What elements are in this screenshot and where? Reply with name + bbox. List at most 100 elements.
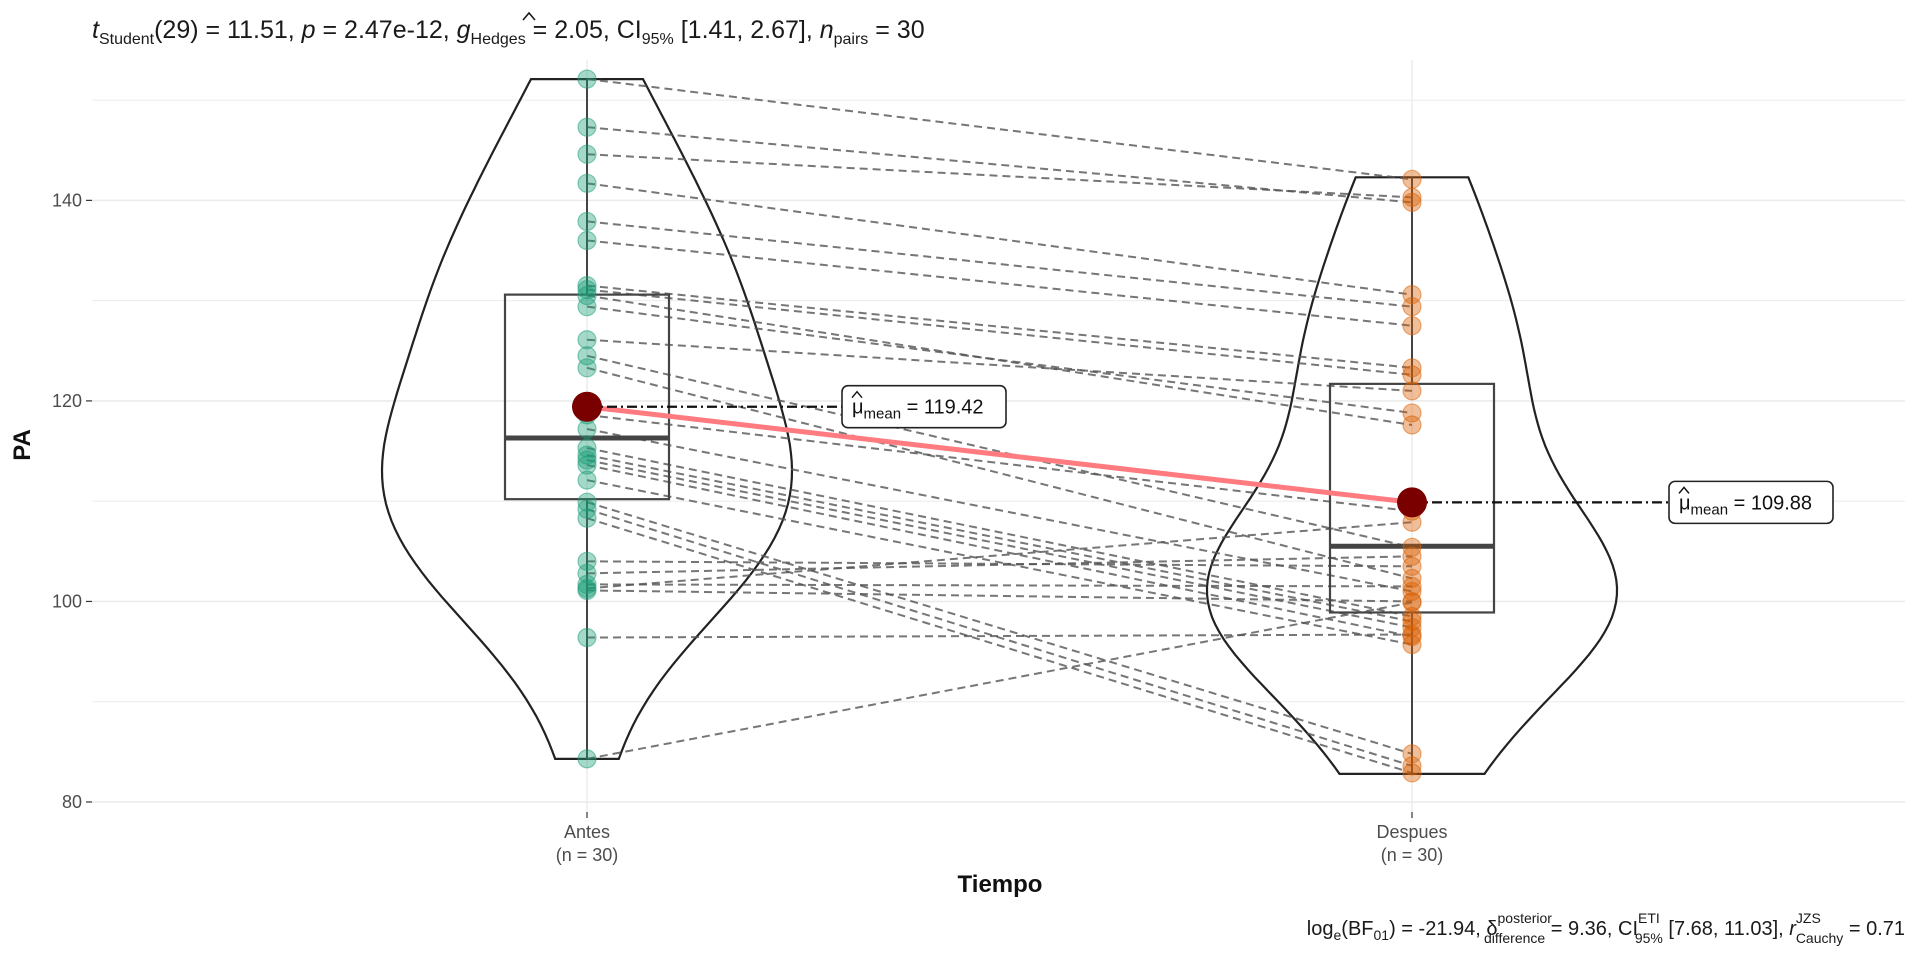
data-point bbox=[577, 574, 597, 594]
paired-line bbox=[586, 555, 1413, 575]
y-tick-label: 120 bbox=[52, 391, 82, 411]
paired-line bbox=[586, 601, 1413, 760]
paired-line bbox=[586, 153, 1413, 199]
data-point bbox=[1402, 576, 1422, 597]
data-point bbox=[577, 470, 597, 490]
data-point bbox=[577, 627, 597, 648]
data-point bbox=[577, 211, 597, 232]
chart-subtitle: tStudent(29) = 11.51, p = 2.47e-12, gHed… bbox=[92, 16, 925, 48]
data-point bbox=[1402, 381, 1422, 401]
mean-label-text: μmean = 119.42 bbox=[852, 397, 984, 423]
paired-line bbox=[586, 354, 1413, 549]
mean-marker-despues bbox=[1397, 487, 1427, 518]
paired-line bbox=[586, 589, 1413, 603]
paired-line bbox=[586, 338, 1413, 392]
violin-despues bbox=[1205, 176, 1619, 775]
x-tick-count-antes: (n = 30) bbox=[556, 845, 619, 865]
mean-connector bbox=[586, 404, 1413, 505]
paired-line bbox=[586, 583, 1413, 588]
data-point bbox=[1402, 403, 1422, 423]
paired-line bbox=[586, 305, 1413, 414]
chart-caption: loge(BF01) = -21.94, δposterior differenc… bbox=[1307, 910, 1905, 946]
mean-marker-antes bbox=[572, 391, 602, 422]
data-point bbox=[1402, 546, 1422, 566]
data-point bbox=[1402, 365, 1422, 385]
mean-label-box bbox=[1668, 480, 1834, 525]
mu-hat-mark bbox=[851, 390, 863, 399]
paired-line bbox=[586, 454, 1413, 623]
y-tick-label: 80 bbox=[62, 792, 82, 812]
paired-line bbox=[586, 479, 1413, 646]
mean-label-box bbox=[841, 384, 1007, 429]
data-point bbox=[577, 749, 597, 769]
data-point bbox=[1402, 763, 1422, 783]
paired-line bbox=[586, 284, 1413, 369]
paired-line bbox=[586, 428, 1413, 593]
data-point bbox=[1402, 756, 1422, 776]
paired-line bbox=[586, 239, 1413, 327]
data-point bbox=[577, 230, 597, 251]
data-point bbox=[1402, 611, 1422, 632]
mean-label-text: μmean = 109.88 bbox=[1679, 492, 1812, 518]
data-point bbox=[577, 563, 597, 583]
paired-line bbox=[586, 508, 1413, 767]
data-point bbox=[577, 69, 597, 89]
y-axis-title: PA bbox=[9, 429, 36, 461]
paired-line bbox=[586, 366, 1413, 580]
data-point bbox=[577, 580, 597, 601]
mean-label-antes: μmean = 119.42 bbox=[841, 384, 1007, 429]
paired-line bbox=[586, 633, 1413, 639]
data-point bbox=[1402, 169, 1422, 189]
data-point bbox=[1402, 297, 1422, 317]
paired-line bbox=[586, 413, 1413, 513]
mean-label-despues: μmean = 109.88 bbox=[1668, 480, 1834, 525]
data-point bbox=[577, 297, 597, 317]
violins bbox=[380, 78, 1619, 775]
violin-antes bbox=[380, 78, 794, 760]
y-axis: 80 100 120 140 bbox=[52, 190, 92, 812]
gridlines bbox=[92, 60, 1905, 812]
y-tick-label: 100 bbox=[52, 591, 82, 611]
data-point bbox=[1402, 624, 1422, 645]
data-point bbox=[577, 286, 597, 306]
paired-line bbox=[586, 78, 1413, 181]
paired-line bbox=[586, 220, 1413, 308]
paired-line bbox=[586, 294, 1413, 426]
paired-line bbox=[586, 521, 1413, 590]
x-axis-title: Tiempo bbox=[958, 871, 1043, 898]
paired-line bbox=[586, 517, 1413, 774]
data-point bbox=[577, 117, 597, 137]
data-point bbox=[577, 358, 597, 378]
mu-hat-mark bbox=[1678, 486, 1690, 494]
paired-lines bbox=[586, 78, 1413, 774]
data-point bbox=[1402, 592, 1422, 613]
data-point bbox=[1402, 358, 1422, 378]
paired-line bbox=[586, 501, 1413, 755]
data-point bbox=[1402, 634, 1422, 655]
data-point bbox=[1402, 187, 1422, 207]
data-point bbox=[577, 455, 597, 475]
x-tick-count-despues: (n = 30) bbox=[1381, 845, 1444, 865]
g-hat-mark bbox=[522, 11, 536, 21]
x-tick-label-despues: Despues bbox=[1376, 822, 1447, 842]
data-point bbox=[577, 445, 597, 465]
means: μmean = 119.42 μmean = 109.88 bbox=[572, 384, 1834, 525]
data-point bbox=[1402, 192, 1422, 212]
data-point bbox=[577, 330, 597, 350]
x-tick-label-antes: Antes bbox=[564, 822, 610, 842]
data-point bbox=[1402, 556, 1422, 576]
x-axis: Antes (n = 30) Despues (n = 30) bbox=[556, 812, 1448, 865]
paired-line bbox=[586, 182, 1413, 296]
data-point bbox=[577, 173, 597, 193]
data-point bbox=[1402, 316, 1422, 336]
y-tick-label: 140 bbox=[52, 190, 82, 210]
paired-line bbox=[586, 447, 1413, 618]
data-point bbox=[577, 450, 597, 470]
data-point bbox=[577, 492, 597, 512]
paired-line bbox=[586, 459, 1413, 629]
paired-line bbox=[586, 288, 1413, 376]
data-point bbox=[577, 508, 597, 528]
data-point bbox=[577, 280, 597, 300]
data-point bbox=[577, 144, 597, 164]
paired-line bbox=[586, 560, 1413, 568]
